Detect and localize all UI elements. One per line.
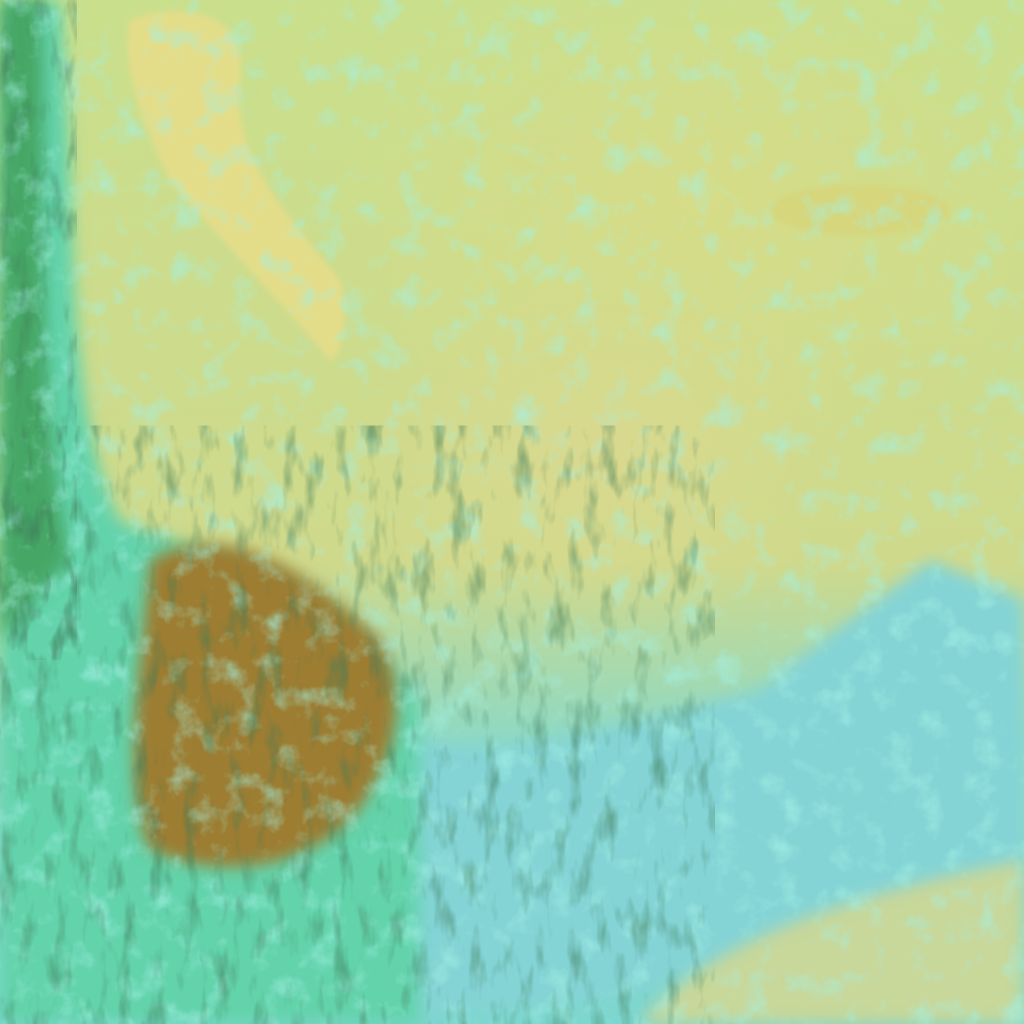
- terrain-layer: [0, 0, 1024, 1024]
- satellite-image: [0, 0, 1024, 1024]
